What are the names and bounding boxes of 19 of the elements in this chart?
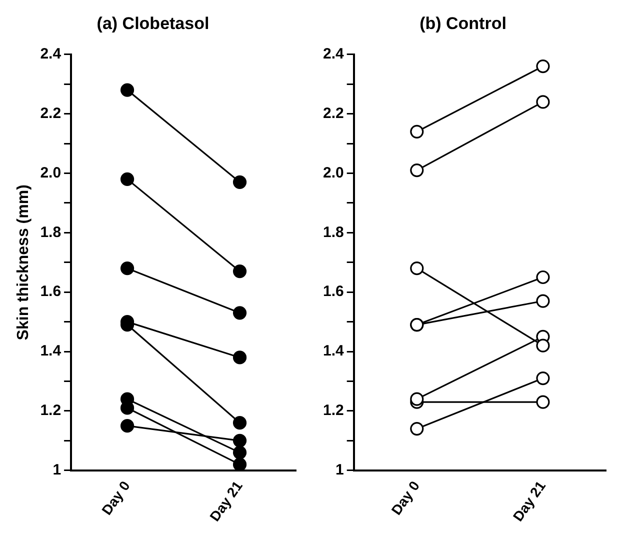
y-tick-label: 1.2 bbox=[40, 402, 62, 420]
y-tick-label: 1.2 bbox=[322, 402, 344, 420]
y-tick-label: 1.6 bbox=[322, 283, 344, 300]
y-tick-label: 2.0 bbox=[322, 164, 344, 182]
y-tick-label: 2.0 bbox=[40, 164, 62, 182]
y-tick-label: 1.6 bbox=[40, 283, 62, 300]
y-tick-label: 2.2 bbox=[40, 104, 62, 122]
y-tick-label: 2.2 bbox=[322, 104, 344, 122]
y-tick-label: 1.8 bbox=[40, 224, 62, 241]
y-tick-label: 2.4 bbox=[322, 46, 344, 63]
y-tick-label: 2.4 bbox=[40, 46, 62, 63]
y-axis-title: Skin thickness (mm) bbox=[15, 184, 32, 340]
y-tick-label: 1.8 bbox=[322, 224, 344, 241]
y-tick-label: 1.4 bbox=[322, 342, 344, 360]
chart-title: (b) Control bbox=[420, 14, 506, 33]
chart-title: (a) Clobetasol bbox=[96, 14, 210, 33]
y-tick-label: 1 bbox=[336, 462, 344, 479]
y-tick-label: 1.4 bbox=[40, 342, 62, 360]
y-tick-label: 1 bbox=[52, 462, 62, 479]
